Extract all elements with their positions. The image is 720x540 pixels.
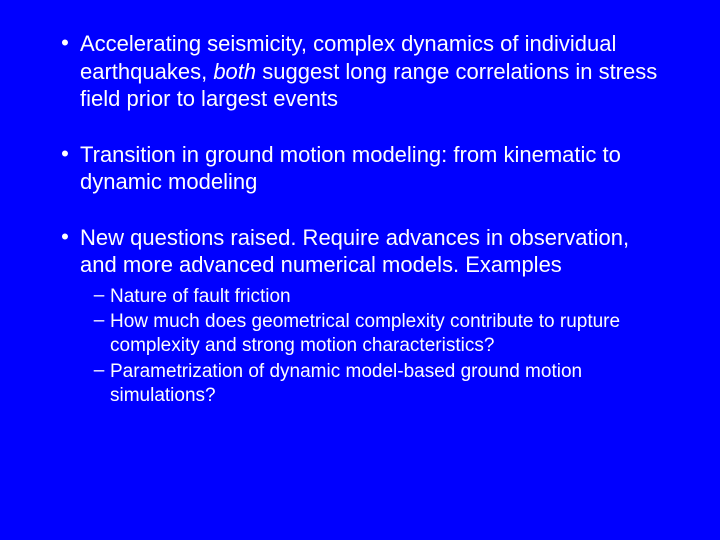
bullet-item-3: • New questions raised. Require advances…	[50, 224, 670, 279]
text-pre: Transition in ground motion modeling: fr…	[80, 142, 621, 195]
sub-marker: –	[88, 360, 110, 408]
bullet-marker: •	[50, 30, 80, 113]
bullet-text: Accelerating seismicity, complex dynamic…	[80, 30, 670, 113]
bullet-marker: •	[50, 141, 80, 196]
bullet-text: Transition in ground motion modeling: fr…	[80, 141, 670, 196]
bullet-marker: •	[50, 224, 80, 279]
sub-text: How much does geometrical complexity con…	[110, 310, 670, 358]
sub-bullet-2: – How much does geometrical complexity c…	[88, 310, 670, 358]
sub-marker: –	[88, 310, 110, 358]
text-pre: New questions raised. Require advances i…	[80, 225, 629, 278]
bullet-text: New questions raised. Require advances i…	[80, 224, 670, 279]
sub-bullet-1: – Nature of fault friction	[88, 285, 670, 309]
sub-bullet-3: – Parametrization of dynamic model-based…	[88, 360, 670, 408]
sub-text: Nature of fault friction	[110, 285, 670, 309]
sub-marker: –	[88, 285, 110, 309]
sub-text: Parametrization of dynamic model-based g…	[110, 360, 670, 408]
bullet-item-2: • Transition in ground motion modeling: …	[50, 141, 670, 196]
bullet-item-1: • Accelerating seismicity, complex dynam…	[50, 30, 670, 113]
text-italic: both	[213, 59, 256, 84]
